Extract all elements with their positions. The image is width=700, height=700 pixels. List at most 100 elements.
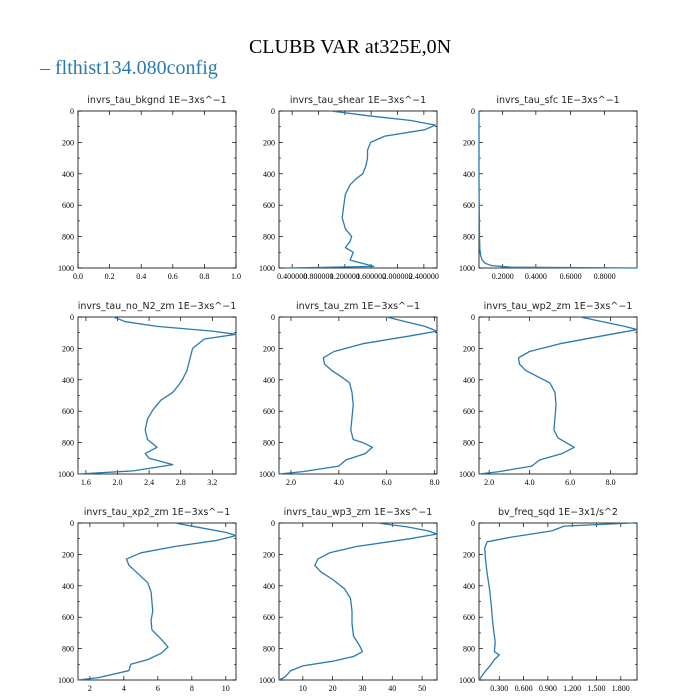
plot-frame	[77, 522, 237, 681]
y-tick-label: 1000	[58, 470, 74, 479]
series-line	[478, 316, 638, 475]
panel-title: invrs_tau_shear 1E−3xs^−1	[290, 95, 426, 106]
y-tick-label: 600	[62, 407, 74, 416]
y-tick-label: 200	[263, 138, 275, 147]
panel-5: invrs_tau_zm 1E−3xs^−1 0 200 400 600 800 1000 2…	[259, 301, 440, 487]
x-tick-label: 4.0	[525, 478, 535, 487]
y-tick-label: 1000	[259, 676, 275, 685]
y-tick-label: 200	[463, 344, 475, 353]
x-tick-label: 0.300	[490, 684, 508, 693]
y-tick-label: 200	[263, 344, 275, 353]
panel-7: invrs_tau_xp2_zm 1E−3xs^−1 0 200 400 600 800 1…	[58, 507, 237, 693]
x-tick-label: 8.0	[606, 478, 616, 487]
y-tick-label: 600	[463, 201, 475, 210]
series-line	[278, 522, 438, 681]
x-tick-label: 6.0	[565, 478, 575, 487]
x-tick-label: 2	[88, 684, 92, 693]
x-tick-label: 0.900	[539, 684, 557, 693]
x-tick-label: 8.0	[430, 478, 440, 487]
y-tick-label: 1000	[459, 264, 475, 273]
series-line	[77, 522, 237, 681]
x-tick-label: 2.400000	[409, 272, 439, 281]
plot-frame	[77, 110, 237, 269]
x-tick-label: 0.600	[515, 684, 533, 693]
y-tick-label: 800	[463, 233, 475, 242]
y-tick-label: 0	[70, 519, 74, 528]
x-tick-label: 6.0	[382, 478, 392, 487]
x-tick-label: 50	[418, 684, 426, 693]
y-tick-label: 800	[263, 645, 275, 654]
x-tick-label: 30	[358, 684, 366, 693]
x-tick-label: 4.0	[334, 478, 344, 487]
x-tick-label: 2.000000	[383, 272, 413, 281]
x-tick-label: 1.200000	[330, 272, 360, 281]
x-tick-label: 1.800	[612, 684, 630, 693]
x-tick-label: 0.800000	[304, 272, 334, 281]
panel-9: bv_freq_sqd 1E−3x1/s^2 0 200 400 600 800 1000 0…	[459, 507, 638, 693]
y-tick-label: 1000	[259, 264, 275, 273]
x-tick-label: 1.200	[563, 684, 581, 693]
y-tick-label: 0	[271, 107, 275, 116]
y-tick-label: 800	[62, 645, 74, 654]
y-tick-label: 400	[463, 582, 475, 591]
x-tick-label: 0.8	[199, 272, 209, 281]
legend: – flthist134.080config	[40, 57, 218, 80]
panel-3: invrs_tau_sfc 1E−3xs^−1 0 200 400 600 800 1000…	[459, 95, 638, 281]
y-tick-label: 800	[463, 439, 475, 448]
panel-title: invrs_tau_wp3_zm 1E−3xs^−1	[284, 507, 433, 518]
y-tick-label: 1000	[459, 470, 475, 479]
series-line	[77, 316, 237, 475]
y-tick-label: 400	[463, 170, 475, 179]
y-tick-label: 0	[471, 107, 475, 116]
panel-title: invrs_tau_no_N2_zm 1E−3xs^−1	[78, 301, 237, 312]
series-line	[286, 110, 437, 269]
y-tick-label: 800	[62, 233, 74, 242]
x-tick-label: 1.600000	[356, 272, 386, 281]
panel-title: bv_freq_sqd 1E−3x1/s^2	[498, 507, 618, 518]
x-tick-label: 0.2	[105, 272, 115, 281]
y-tick-label: 1000	[459, 676, 475, 685]
x-tick-label: 1.0	[231, 272, 241, 281]
plot-frame	[77, 316, 237, 475]
y-tick-label: 600	[62, 613, 74, 622]
y-tick-label: 800	[263, 439, 275, 448]
x-tick-label: 10	[299, 684, 307, 693]
x-tick-label: 0.4000	[525, 272, 547, 281]
legend-label: flthist134.080config	[55, 57, 218, 79]
y-tick-label: 600	[263, 201, 275, 210]
x-tick-label: 10	[222, 684, 230, 693]
x-tick-label: 2.0	[484, 478, 494, 487]
x-tick-label: 0.6	[168, 272, 178, 281]
x-tick-label: 6	[156, 684, 160, 693]
x-tick-label: 0.6000	[560, 272, 582, 281]
panel-1: invrs_tau_bkgnd 1E−3xs^−1 0 200 400 600 800 10…	[58, 95, 241, 281]
y-tick-label: 200	[463, 138, 475, 147]
y-tick-label: 200	[62, 550, 74, 559]
panel-title: invrs_tau_xp2_zm 1E−3xs^−1	[84, 507, 231, 518]
y-tick-label: 400	[263, 376, 275, 385]
y-tick-label: 1000	[259, 470, 275, 479]
y-tick-label: 400	[463, 376, 475, 385]
legend-line-icon: –	[40, 57, 50, 79]
x-tick-label: 4	[122, 684, 126, 693]
x-tick-label: 20	[329, 684, 337, 693]
x-tick-label: 0.8000	[594, 272, 616, 281]
plot-frame	[278, 316, 438, 475]
y-tick-label: 0	[471, 519, 475, 528]
y-tick-label: 600	[263, 613, 275, 622]
x-tick-label: 2.0	[286, 478, 296, 487]
plot-frame	[478, 110, 638, 269]
y-tick-label: 600	[62, 201, 74, 210]
x-tick-label: 8	[190, 684, 194, 693]
y-tick-label: 400	[263, 582, 275, 591]
panel-6: invrs_tau_wp2_zm 1E−3xs^−1 0 200 400 600 800 1…	[459, 301, 638, 487]
x-tick-label: 2.0	[113, 478, 123, 487]
y-tick-label: 0	[271, 313, 275, 322]
panel-title: invrs_tau_zm 1E−3xs^−1	[296, 301, 420, 312]
y-tick-label: 800	[62, 439, 74, 448]
y-tick-label: 400	[263, 170, 275, 179]
page-title: CLUBB VAR at325E,0N	[248, 36, 452, 58]
y-tick-label: 200	[62, 138, 74, 147]
y-tick-label: 0	[70, 313, 74, 322]
y-tick-label: 800	[263, 233, 275, 242]
